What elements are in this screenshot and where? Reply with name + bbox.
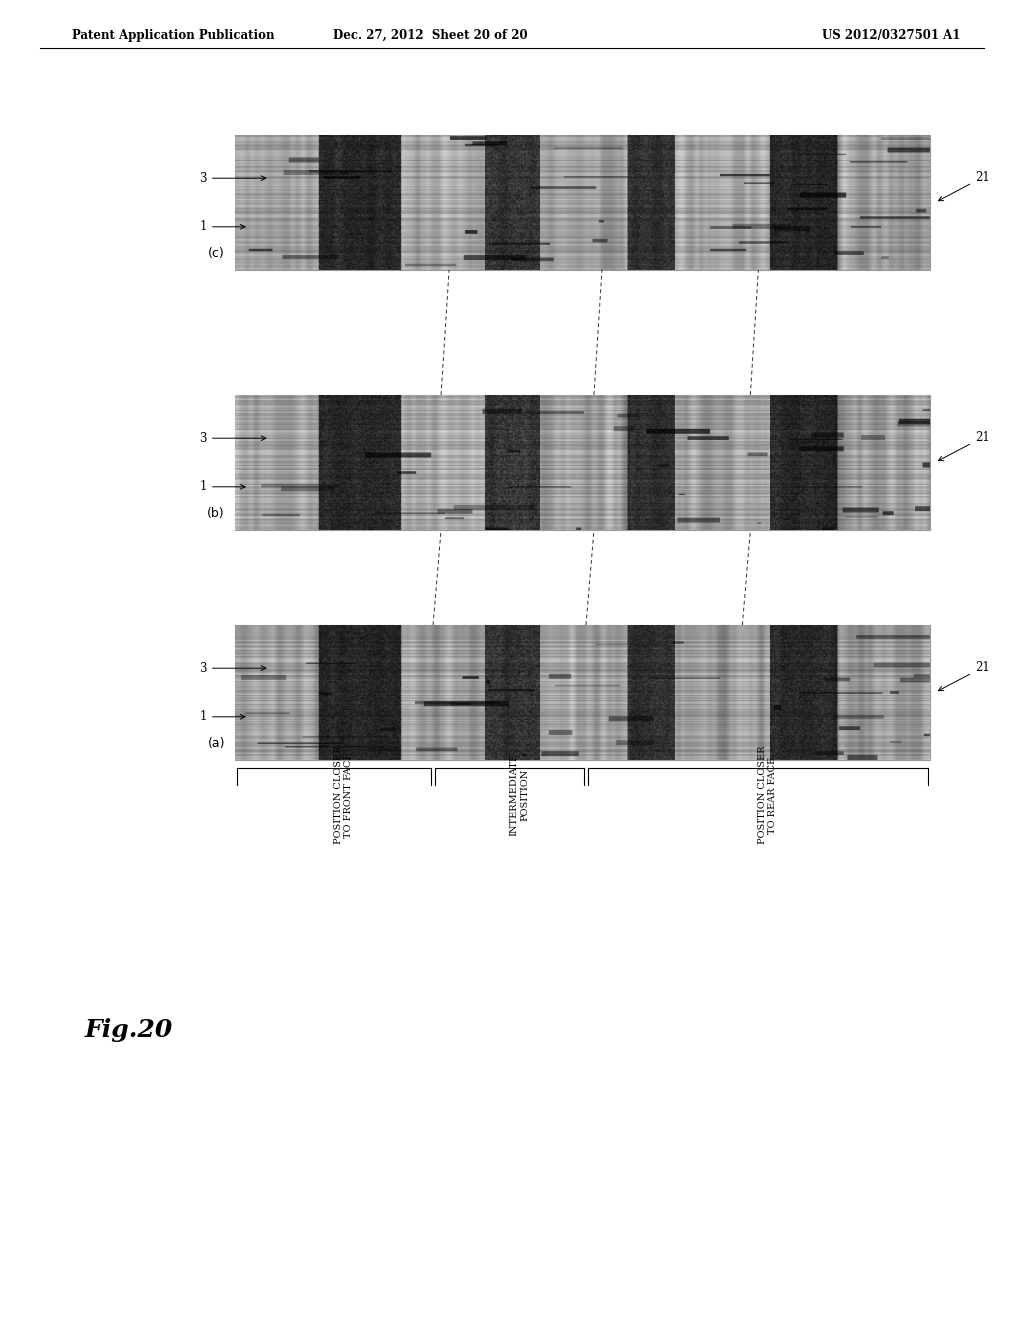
Text: 21: 21 <box>938 661 990 690</box>
Bar <box>234 395 930 531</box>
Text: POSITION CLOSER
TO REAR FACE: POSITION CLOSER TO REAR FACE <box>758 746 777 845</box>
Text: INTERMEDIATE
POSITION: INTERMEDIATE POSITION <box>510 754 529 837</box>
Text: (b): (b) <box>208 507 225 520</box>
Text: 21: 21 <box>938 432 990 461</box>
Text: POSITION CLOSER
TO FRONT FACE: POSITION CLOSER TO FRONT FACE <box>334 746 353 845</box>
Text: 1: 1 <box>200 710 245 723</box>
Text: 3: 3 <box>200 661 266 675</box>
Text: Patent Application Publication: Patent Application Publication <box>72 29 274 41</box>
Text: 21: 21 <box>938 172 990 201</box>
Text: Dec. 27, 2012  Sheet 20 of 20: Dec. 27, 2012 Sheet 20 of 20 <box>333 29 527 41</box>
Bar <box>234 624 930 760</box>
Text: 3: 3 <box>200 432 266 445</box>
Text: Fig.20: Fig.20 <box>85 1018 173 1041</box>
Text: 3: 3 <box>200 172 266 185</box>
Text: 1: 1 <box>200 220 245 234</box>
Text: (c): (c) <box>208 247 225 260</box>
Text: 1: 1 <box>200 480 245 494</box>
Bar <box>234 135 930 271</box>
Text: (a): (a) <box>208 737 225 750</box>
Text: US 2012/0327501 A1: US 2012/0327501 A1 <box>821 29 961 41</box>
